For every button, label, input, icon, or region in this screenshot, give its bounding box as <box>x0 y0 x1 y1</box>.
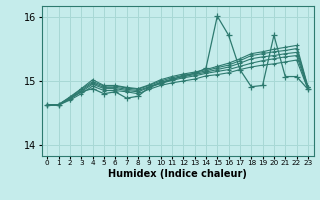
X-axis label: Humidex (Indice chaleur): Humidex (Indice chaleur) <box>108 169 247 179</box>
